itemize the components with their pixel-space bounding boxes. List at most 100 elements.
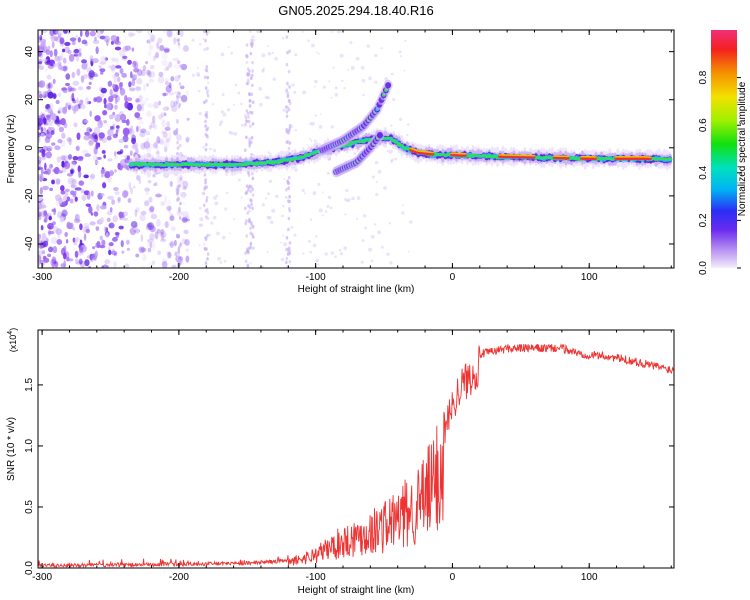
spectrogram-noise-cell (182, 45, 189, 52)
spectrogram-noise-cell (57, 64, 63, 70)
spectrogram-noise-cell (249, 226, 252, 231)
spectrogram-noise-cell (78, 170, 82, 178)
spectrogram-noise-cell (161, 119, 166, 128)
spectrogram-noise-cell (89, 30, 96, 37)
spectrogram-noise-cell (248, 99, 252, 103)
spectrogram-noise-cell (166, 205, 172, 211)
spectrogram-noise-cell (64, 41, 71, 47)
snr-xtick-label: -200 (169, 572, 189, 583)
spectrogram-noise-cell (166, 251, 172, 259)
spectrogram-noise-cell (288, 259, 292, 264)
spectrogram-noise-cell (99, 30, 104, 34)
spectrogram-noise-cell (217, 256, 222, 261)
spectrogram-noise-cell (205, 110, 208, 115)
spectrogram-noise-cell (152, 115, 156, 124)
spectrogram-noise-cell (334, 86, 338, 90)
spectrogram-noise-cell (286, 81, 289, 86)
spectrogram-noise-cell (46, 74, 52, 80)
spectrogram-noise-cell (377, 169, 382, 174)
spectrogram-noise-cell (165, 85, 172, 93)
colorbar-tick-label: 0.0 (698, 261, 709, 275)
spectrogram-noise-cell (371, 175, 375, 179)
spectrogram-noise-cell (179, 30, 184, 38)
spectrogram-noise-cell (179, 64, 183, 68)
spectrogram-noise-cell (73, 122, 78, 128)
spectrogram-noise-cell (83, 190, 90, 196)
spectrogram-noise-cell (156, 218, 161, 227)
spectrogram-noise-cell (150, 65, 155, 70)
spectrogram-noise-cell (110, 250, 118, 256)
spectrogram-noise-cell (246, 72, 249, 77)
spectrogram-noise-cell (152, 174, 156, 178)
spectrogram-noise-cell (401, 211, 405, 215)
spectrogram-noise-cell (89, 128, 93, 132)
spectrogram-noise-cell (75, 53, 80, 62)
spectrogram-noise-cell (74, 190, 77, 196)
spectrogram-noise-cell (205, 115, 209, 119)
spectrogram-noise-cell (38, 250, 42, 257)
spectrogram-noise-cell (168, 131, 172, 140)
spectrogram-noise-cell (361, 78, 366, 83)
spectrogram-noise-cell (118, 138, 125, 144)
spectrogram-noise-cell (90, 212, 94, 216)
spectrogram-noise-cell (311, 43, 315, 48)
spectrogram-noise-cell (58, 170, 63, 174)
spectrogram-noise-cell (42, 240, 49, 248)
spectrogram-ridge-cell (150, 164, 156, 167)
spectrogram-noise-cell (146, 137, 150, 143)
spectrogram-noise-cell (344, 213, 347, 216)
spectrogram-noise-cell (185, 137, 190, 143)
spectrogram-noise-cell (207, 81, 210, 85)
spectrogram-noise-cell (57, 107, 65, 114)
spectrogram-noise-cell (59, 216, 65, 223)
spectrogram-noise-cell (286, 228, 290, 232)
spectrogram-noise-cell (130, 71, 133, 79)
colorbar-tick-label: 0.8 (698, 70, 709, 84)
spectrogram-noise-cell (83, 222, 90, 229)
spectrogram-noise-cell (99, 235, 104, 241)
spectrogram-noise-cell (374, 53, 378, 58)
spectrogram-noise-cell (191, 73, 195, 77)
spectrogram-noise-cell (168, 206, 171, 214)
spectrogram-noise-cell (282, 108, 286, 112)
spectrogram-noise-cell (156, 150, 160, 155)
spectrogram-noise-cell (112, 83, 116, 89)
colorbar-ticks: 0.0 0.2 0.4 0.6 0.8 (698, 70, 741, 275)
spectrogram-noise-cell (218, 123, 222, 127)
spectrogram-noise-cell (94, 36, 97, 41)
spectrogram-noise-cell (145, 146, 152, 153)
spectrogram-noise-cell (245, 234, 249, 238)
spectrogram-noise-cell (249, 198, 252, 202)
spectrogram-noise-cell (54, 119, 60, 125)
spectrogram-noise-cell (136, 174, 141, 181)
spectrogram-noise-cell (351, 196, 355, 201)
spectrogram-noise-cell (269, 220, 274, 225)
spectrogram-noise-cell (53, 93, 57, 99)
spectrogram-noise-cell (184, 215, 190, 219)
spectrogram-noise-cell (165, 137, 171, 143)
spectrogram-noise-cell (176, 140, 179, 145)
spectrogram-ylabel: Frequency (Hz) (6, 115, 17, 184)
snr-xtick-label: -100 (306, 572, 326, 583)
spectrogram-noise-cell (84, 153, 92, 158)
spectrogram-noise-cell (95, 141, 99, 150)
spectrogram-noise-cell (204, 237, 208, 242)
spectrogram-noise-cell (307, 39, 310, 42)
spectrogram-noise-cell (107, 80, 113, 87)
spectrogram-noise-cell (60, 190, 66, 195)
spectrogram-noise-cell (138, 246, 145, 254)
spectrogram-noise-cell (38, 90, 42, 94)
spectrogram-noise-cell (251, 83, 254, 88)
spectrogram-noise-cell (54, 55, 61, 62)
spectrogram-noise-cell (285, 256, 289, 261)
spectrogram-noise-cell (48, 126, 52, 132)
spectrogram-noise-cell (245, 60, 249, 64)
spectrogram-noise-cell (220, 52, 225, 57)
spectrogram-noise-cell (118, 225, 124, 230)
spectrogram-noise-cell (88, 205, 93, 214)
spectrogram-noise-cell (153, 101, 159, 109)
spectrogram-noise-cell (383, 186, 387, 190)
spectrogram-noise-cell (321, 191, 324, 194)
spectrogram-noise-cell (181, 238, 187, 245)
spectrogram-noise-cell (205, 207, 209, 212)
